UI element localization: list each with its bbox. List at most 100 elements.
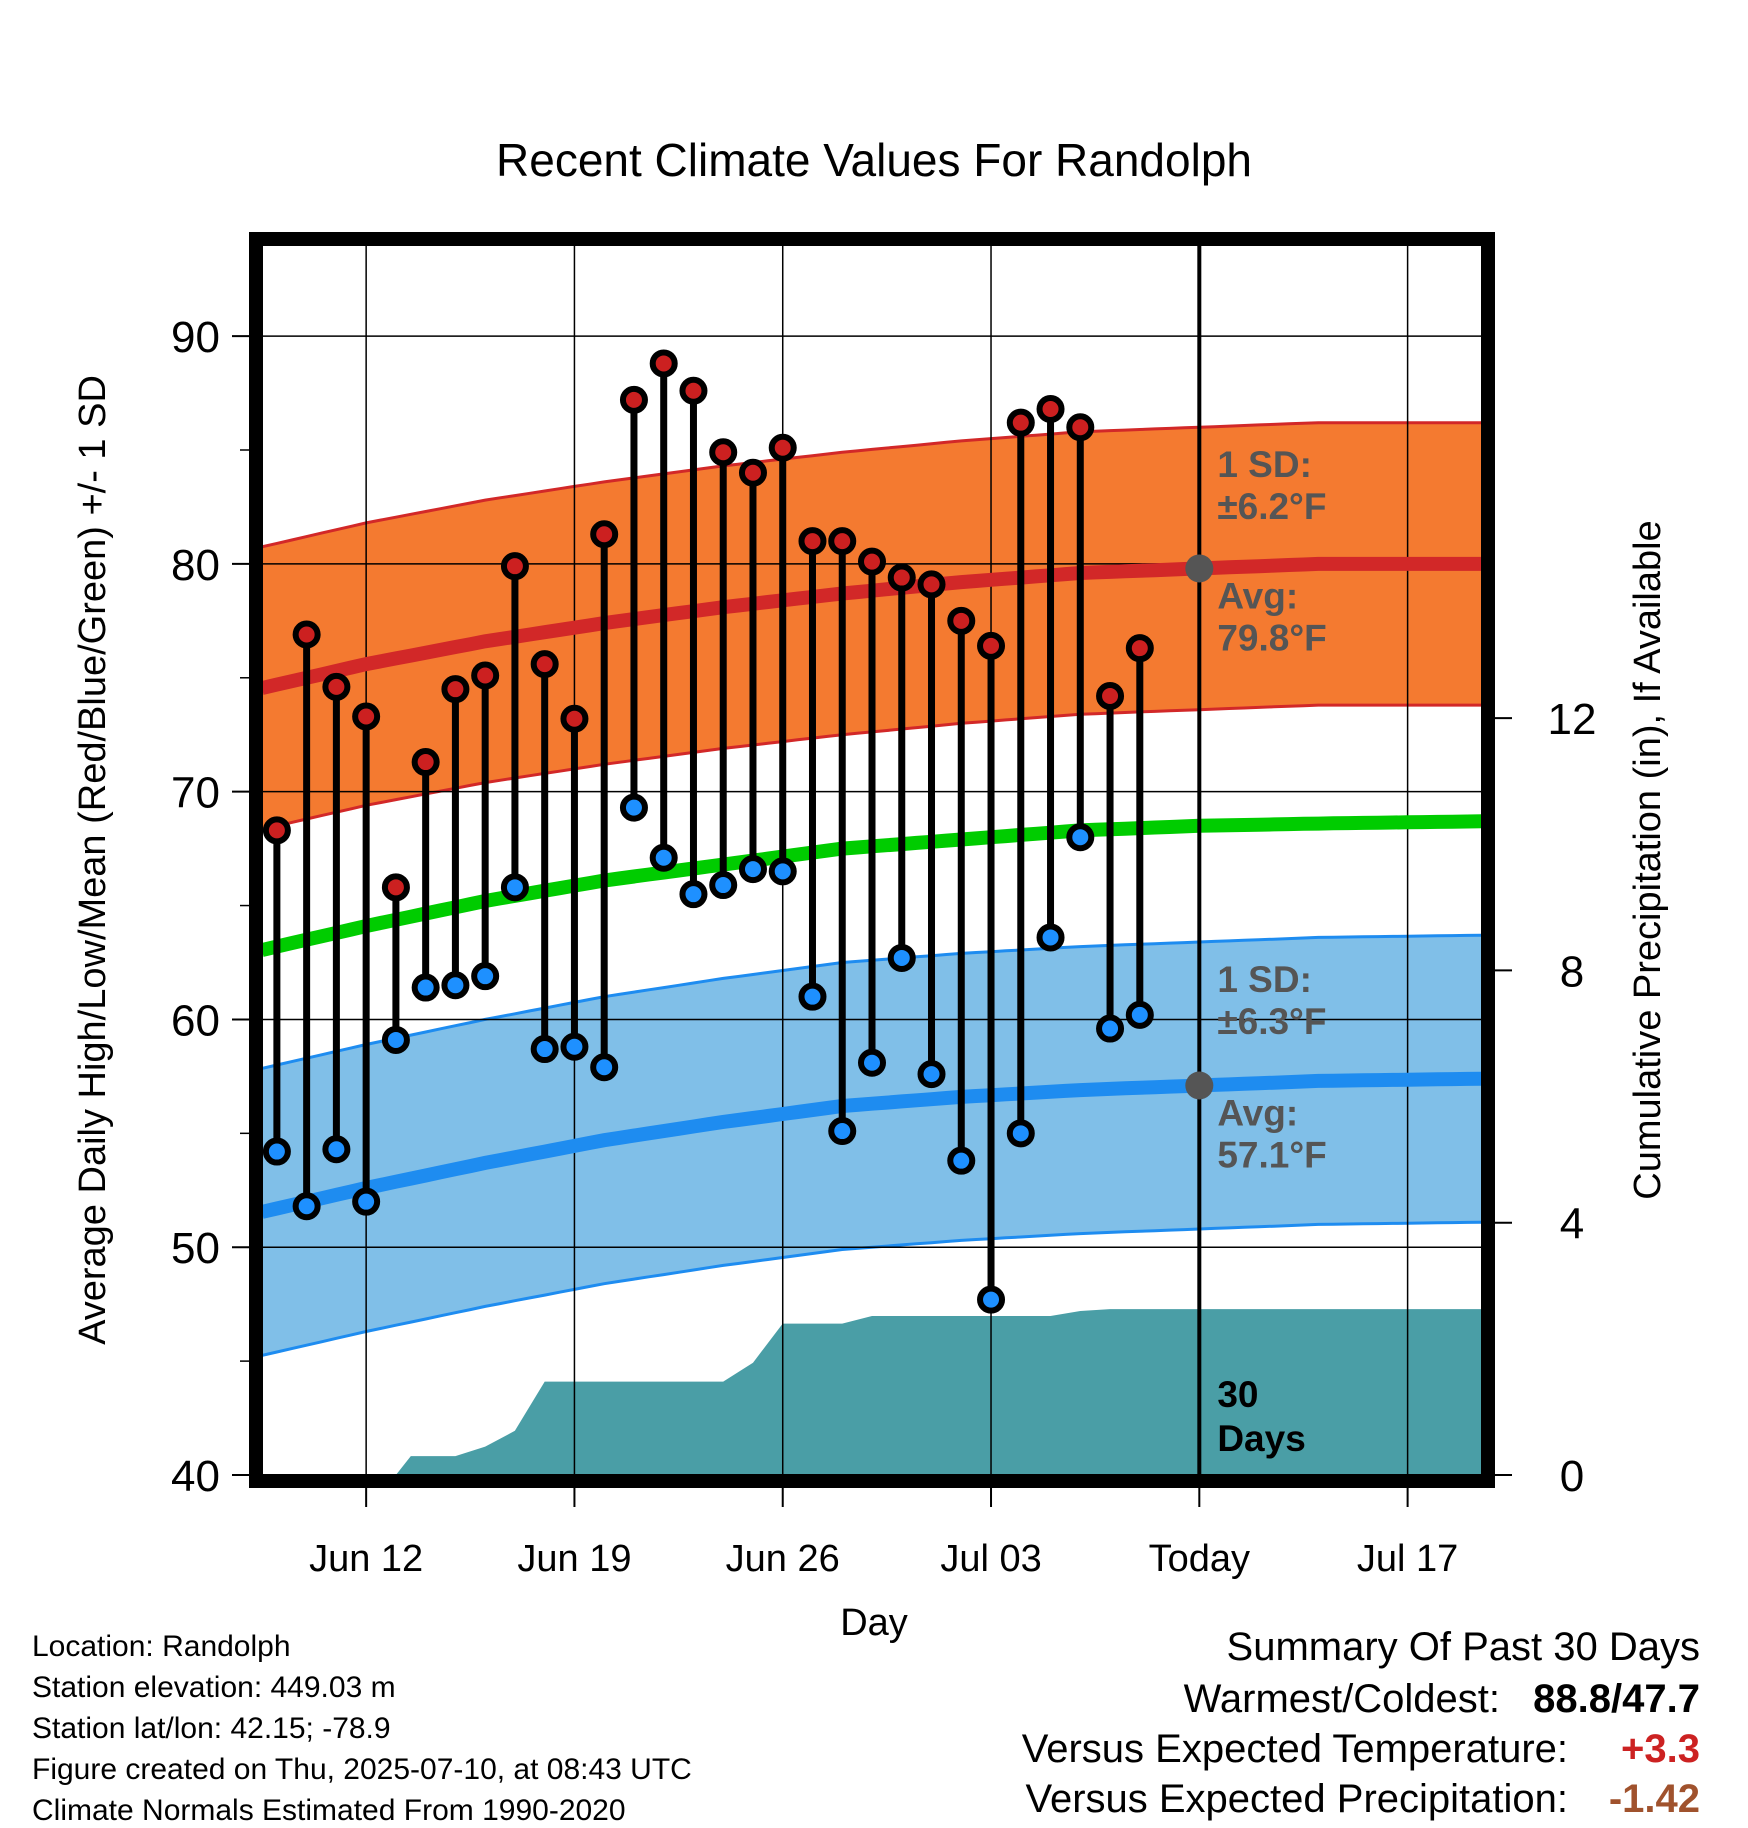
daily-low-point bbox=[1125, 1000, 1154, 1029]
daily-low-point bbox=[471, 962, 500, 991]
daily-high-point bbox=[411, 748, 440, 777]
summary-block: Summary Of Past 30 Days Warmest/Coldest:… bbox=[1022, 1625, 1700, 1821]
daily-low-point bbox=[709, 871, 738, 900]
daily-low-point bbox=[292, 1192, 321, 1221]
station-info: Location: Randolph Station elevation: 44… bbox=[32, 1630, 692, 1827]
daily-high-point bbox=[977, 631, 1006, 660]
daily-low-point bbox=[828, 1117, 857, 1146]
low-sd-note-line1: 1 SD: bbox=[1217, 959, 1312, 1000]
summary-title: Summary Of Past 30 Days bbox=[1227, 1625, 1700, 1669]
daily-low-point bbox=[947, 1146, 976, 1175]
daily-low-point bbox=[590, 1053, 619, 1082]
today-avg-high-marker bbox=[1185, 554, 1214, 583]
y2-tick-label: 0 bbox=[1560, 1452, 1584, 1501]
y-tick-label: 40 bbox=[171, 1452, 220, 1501]
daily-high-point bbox=[1066, 413, 1095, 442]
y-tick-label: 50 bbox=[171, 1224, 220, 1273]
daily-low-point bbox=[798, 982, 827, 1011]
daily-low-point bbox=[858, 1048, 886, 1077]
daily-high-point bbox=[590, 520, 619, 549]
y-tick-label: 70 bbox=[171, 769, 220, 818]
precip-value: -1.42 bbox=[1609, 1777, 1700, 1821]
temp-value: +3.3 bbox=[1621, 1727, 1700, 1771]
low-sd-note-line2: ±6.3°F bbox=[1217, 1001, 1326, 1042]
daily-low-point bbox=[887, 943, 916, 972]
window-note-line1: 30 bbox=[1217, 1374, 1258, 1415]
daily-low-point bbox=[1036, 923, 1065, 952]
daily-high-point bbox=[709, 438, 738, 467]
daily-high-point bbox=[530, 650, 559, 679]
daily-low-point bbox=[560, 1032, 589, 1061]
y2-tick-label: 12 bbox=[1548, 695, 1597, 744]
daily-low-point bbox=[649, 843, 678, 872]
daily-high-point bbox=[352, 702, 381, 731]
x-tick-label: Jun 12 bbox=[309, 1538, 423, 1580]
daily-high-point bbox=[649, 349, 678, 378]
daily-low-point bbox=[1006, 1119, 1035, 1148]
y2-tick-label: 4 bbox=[1560, 1200, 1584, 1249]
daily-low-point bbox=[411, 973, 440, 1002]
daily-high-point bbox=[322, 672, 351, 701]
daily-high-point bbox=[560, 704, 589, 733]
chart-title: Recent Climate Values For Randolph bbox=[496, 134, 1252, 186]
high-avg-note-line1: Avg: bbox=[1217, 575, 1298, 616]
daily-low-point bbox=[322, 1135, 351, 1164]
daily-high-point bbox=[500, 552, 529, 581]
daily-high-point bbox=[1125, 634, 1154, 663]
y-axis-title: Average Daily High/Low/Mean (Red/Blue/Gr… bbox=[72, 375, 114, 1345]
cumulative-precip-area bbox=[262, 1309, 1482, 1475]
info-latlon: Station lat/lon: 42.15; -78.9 bbox=[32, 1712, 391, 1745]
daily-high-point bbox=[619, 385, 648, 414]
daily-low-point bbox=[381, 1025, 410, 1054]
daily-high-point bbox=[1006, 408, 1035, 437]
temp-label: Versus Expected Temperature: bbox=[1022, 1727, 1568, 1771]
high-band-upper-edge bbox=[262, 421, 1482, 549]
low-avg-note-line2: 57.1°F bbox=[1217, 1135, 1326, 1176]
daily-high-point bbox=[947, 606, 976, 635]
warm-cold-label: Warmest/Coldest: bbox=[1184, 1677, 1500, 1721]
low-avg-note-line1: Avg: bbox=[1217, 1093, 1298, 1134]
info-normals: Climate Normals Estimated From 1990-2020 bbox=[32, 1794, 626, 1827]
daily-low-point bbox=[917, 1060, 946, 1089]
daily-high-point bbox=[738, 458, 767, 487]
avg-low-line bbox=[262, 1071, 1482, 1219]
x-tick-label: Jul 03 bbox=[940, 1538, 1041, 1580]
y2-tick-label: 8 bbox=[1560, 947, 1584, 996]
window-note-line2: Days bbox=[1217, 1418, 1305, 1459]
daily-high-point bbox=[828, 527, 857, 556]
y-tick-label: 90 bbox=[171, 313, 220, 362]
precip-label: Versus Expected Precipitation: bbox=[1025, 1777, 1568, 1821]
daily-high-point bbox=[1096, 682, 1125, 710]
daily-low-point bbox=[977, 1285, 1006, 1314]
daily-high-point bbox=[292, 620, 321, 649]
info-elevation: Station elevation: 449.03 m bbox=[32, 1671, 396, 1704]
daily-low-point bbox=[1096, 1014, 1125, 1043]
high-sd-note-line1: 1 SD: bbox=[1217, 444, 1312, 485]
daily-high-point bbox=[768, 433, 797, 462]
daily-high-point bbox=[262, 816, 291, 845]
daily-high-point bbox=[441, 675, 470, 704]
high-avg-note-line2: 79.8°F bbox=[1217, 617, 1326, 658]
daily-high-point bbox=[471, 661, 500, 690]
info-location: Location: Randolph bbox=[32, 1630, 291, 1663]
daily-high-point bbox=[381, 873, 410, 902]
daily-low-point bbox=[768, 857, 797, 886]
x-axis-title: Day bbox=[840, 1602, 908, 1644]
daily-low-point bbox=[679, 880, 708, 909]
x-tick-label: Jun 26 bbox=[726, 1538, 840, 1580]
daily-low-point bbox=[619, 793, 648, 822]
y-tick-label: 60 bbox=[171, 996, 220, 1045]
daily-high-point bbox=[887, 563, 916, 592]
daily-low-point bbox=[441, 971, 470, 1000]
daily-high-point bbox=[679, 376, 708, 405]
daily-high-point bbox=[1036, 395, 1065, 423]
x-tick-label: Jun 19 bbox=[517, 1538, 631, 1580]
info-created: Figure created on Thu, 2025-07-10, at 08… bbox=[32, 1753, 692, 1786]
daily-low-point bbox=[530, 1035, 559, 1064]
daily-low-point bbox=[262, 1137, 291, 1166]
today-avg-low-marker bbox=[1185, 1071, 1214, 1100]
daily-low-point bbox=[1066, 823, 1095, 852]
y2-axis-title: Cumulative Precipitation (in), If Availa… bbox=[1627, 520, 1669, 1199]
